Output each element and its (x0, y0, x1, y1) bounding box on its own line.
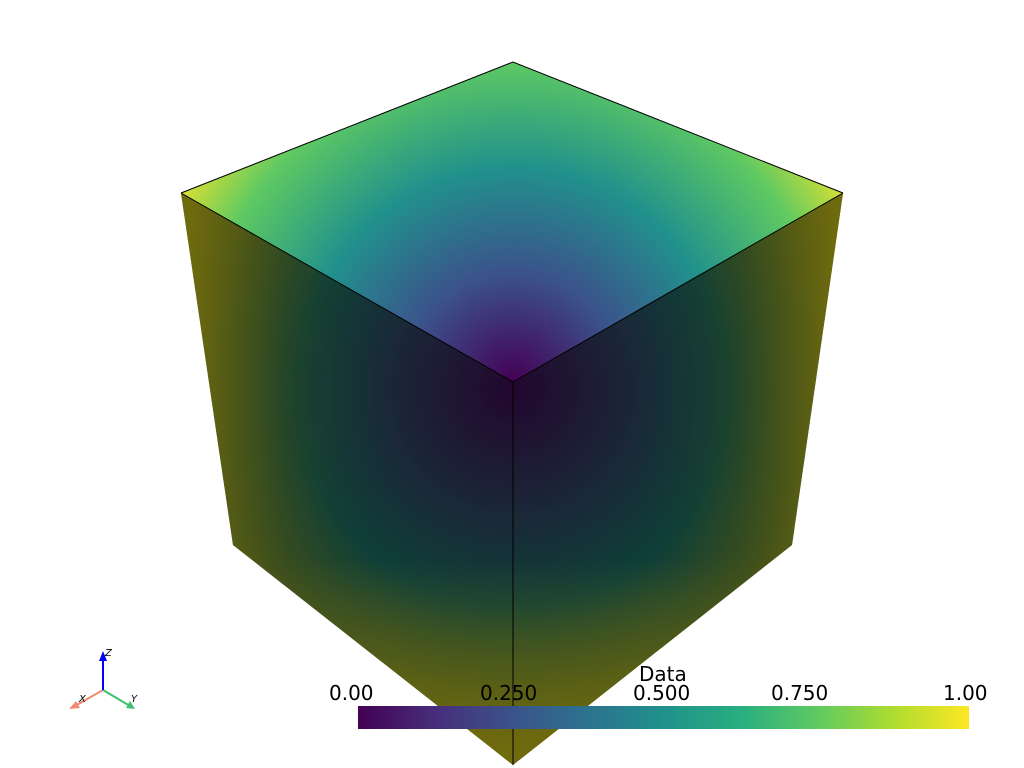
y-arrow-head-icon (126, 701, 135, 709)
scalar-bar-tick-label: 0.500 (633, 681, 691, 705)
z-axis-label: Z (104, 648, 113, 659)
scalar-bar-title: Data (639, 662, 687, 686)
scalar-bar-tick-label: 0.250 (480, 681, 538, 705)
cube-mesh[interactable] (180, 61, 844, 765)
scalar-bar-tick-label: 1.00 (943, 681, 988, 705)
y-axis-arrow (102, 689, 131, 707)
y-axis-label: Y (131, 694, 138, 705)
cube-face-top (181, 62, 843, 382)
cube-edges (180, 61, 844, 765)
scalar-bar-tick-label: 0.00 (329, 681, 374, 705)
axes-orientation-widget: X Y Z (69, 648, 138, 709)
z-arrow-head-icon (99, 651, 107, 661)
x-axis-arrow (74, 689, 104, 707)
scalar-bar-colormap (358, 706, 969, 729)
x-axis-label: X (78, 694, 87, 705)
x-arrow-head-icon (69, 701, 80, 709)
scalar-bar-tick-label: 0.750 (771, 681, 829, 705)
